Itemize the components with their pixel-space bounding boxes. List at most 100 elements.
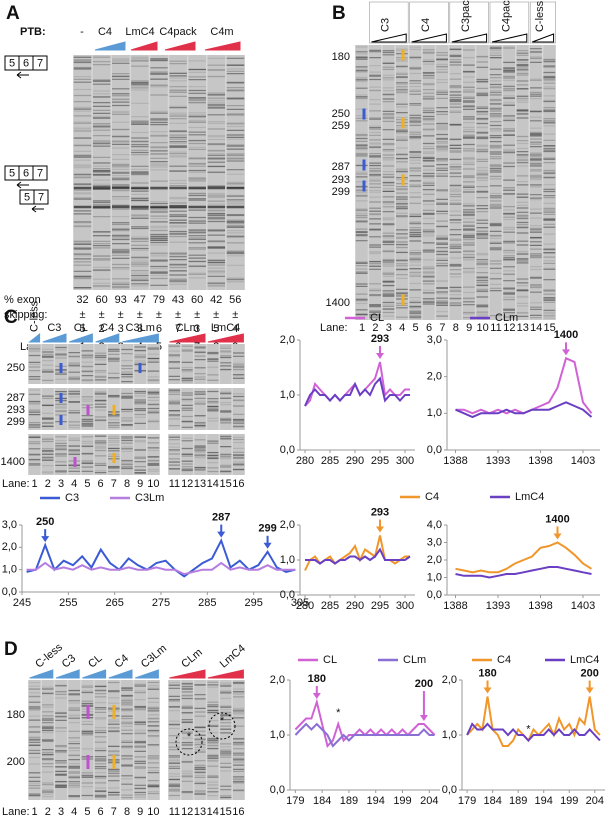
gel-lane [220,388,232,430]
annotation-arrowhead [585,687,594,694]
series-line [466,696,601,747]
x-tick-label: 245 [13,597,31,609]
legend-label: CL [323,654,337,666]
gel-marker [59,393,63,403]
gel-band [147,347,160,382]
x-tick-label: 280 [296,600,314,612]
gel-band [81,398,94,424]
gel-band [169,72,187,282]
gel-band [28,435,41,466]
lane-number: 1 [32,806,38,818]
y-tick-label: 1,0 [442,729,457,741]
gel-band [207,681,219,789]
gel-band [55,440,67,451]
gel-lane [68,680,80,800]
gel-band [355,46,368,305]
gel-band [134,439,146,474]
exon-number: 7 [38,191,44,203]
annotation: 299 [258,523,276,535]
sd-value: 3 [137,323,143,335]
group-label: C3pack [460,0,472,32]
x-tick-label: 179 [458,795,476,807]
gel-band [169,72,187,285]
gel-lane [147,680,160,800]
annotation-arrowhead [553,533,562,540]
series-line [455,541,593,574]
gel-band [42,704,54,791]
gel-band [355,51,368,316]
exon-number: 6 [23,57,29,69]
gel-band [188,68,206,275]
gel-band [68,390,80,429]
marker-label: 250 [7,362,25,374]
gel-band [543,58,556,319]
gel-lane [94,388,107,430]
group-box [409,1,449,44]
panel-label: A [6,3,20,24]
gel-band [476,66,489,308]
gel-band [68,689,80,788]
gel-band [207,64,226,287]
gel-band [194,439,206,469]
gel-lane [134,388,146,430]
gel-band [94,685,107,792]
gel-band [94,352,107,378]
gel-band [147,348,160,372]
gel-band [134,436,146,474]
gel-lane [134,434,146,475]
wedge [55,669,80,679]
gel-band [194,446,206,471]
legend-label: CLm [495,312,518,324]
gel-band [232,393,245,426]
gel-marker [362,180,366,192]
condition-label: C4 [98,26,112,38]
condition-label: C4m [210,26,233,38]
gel-band [207,442,219,464]
lane-number: 15 [219,478,231,490]
gel-band [28,688,41,789]
gel-band [207,686,219,797]
gel-band [147,688,160,788]
lane-label: Lane: [2,806,30,818]
gel-band [232,682,245,792]
legend-label: LmC4 [570,654,599,666]
gel-band [134,436,146,474]
lane-label: Lane: [320,322,348,334]
gel-band [232,399,245,422]
wedge [69,333,93,343]
gel-band [168,682,180,789]
gel-band [112,73,130,289]
gel-band [168,389,180,420]
gel-band [168,439,180,470]
gel-band [28,347,41,372]
x-tick-label: 305 [291,597,309,609]
gel-band [194,684,206,795]
gel-lane [68,344,80,384]
gel-band [181,440,193,468]
panel-label: B [332,3,346,24]
gel-band [94,393,107,421]
gel-band [369,49,381,316]
x-tick-label: 1388 [443,600,467,612]
gel-lane [147,434,160,475]
gel-marker [112,705,116,719]
gel-lane [168,680,181,800]
annotation: * [526,723,531,735]
series-line [466,722,601,742]
gel-band [147,437,160,466]
marker-label: 1400 [1,456,25,468]
gel-band [94,391,107,418]
group-label: CL [74,322,88,334]
gel-band [147,442,160,466]
gel-band [121,360,133,374]
gel-lane [55,680,67,800]
group-label: C3 [380,18,392,32]
gel-band [181,437,193,462]
exon-number: 6 [23,167,29,179]
gel-lane [81,344,94,384]
gel-band [28,389,41,426]
gel-band [42,438,54,460]
ptb-label: PTB: [20,26,46,38]
gel-band [55,391,67,409]
group-label: CL [86,652,104,670]
